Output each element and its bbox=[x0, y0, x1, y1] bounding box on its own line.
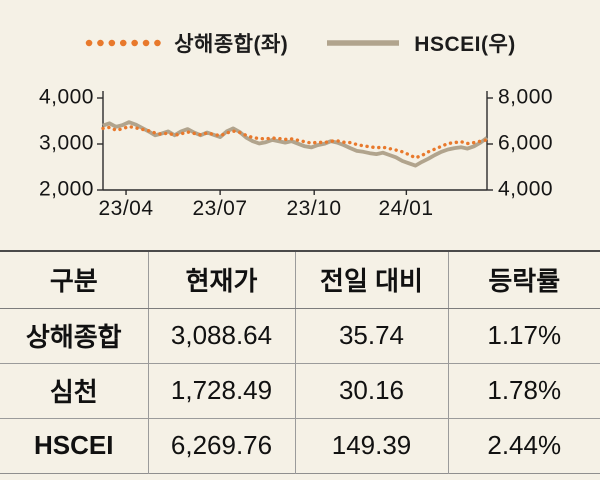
left-axis-tick-label: 4,000 bbox=[38, 85, 94, 109]
hscei-series-line bbox=[102, 120, 489, 168]
table-row: 심천 1,728.49 30.16 1.78% bbox=[0, 362, 600, 418]
row-label: 심천 bbox=[0, 362, 148, 418]
cell-change: 35.74 bbox=[294, 308, 448, 363]
chart-legend: 상해종합(좌) HSCEI(우) bbox=[0, 0, 600, 58]
x-axis-tick-label: 23/04 bbox=[98, 197, 154, 220]
table-row: 상해종합 3,088.64 35.74 1.17% bbox=[0, 308, 600, 363]
row-label: 상해종합 bbox=[25, 322, 122, 352]
price-chart: 4,000 3,000 2,000 8,000 6,000 4,000 23/0… bbox=[0, 84, 600, 224]
header-price: 현재가 bbox=[147, 251, 295, 309]
header-change: 전일 대비 bbox=[294, 251, 448, 309]
cell-price: 6,269.76 bbox=[147, 417, 295, 473]
x-axis-tick-label: 23/07 bbox=[192, 197, 248, 220]
price-table-section: 구분 현재가 전일 대비 등락률 상해종합 3,088.64 35.74 1.1… bbox=[0, 250, 600, 474]
dotted-line-icon bbox=[85, 39, 162, 47]
legend-item-hscei: HSCEI(우) bbox=[324, 28, 516, 58]
table-header-row: 구분 현재가 전일 대비 등락률 bbox=[0, 251, 600, 309]
header-pct: 등락률 bbox=[447, 251, 600, 309]
solid-line-icon bbox=[327, 40, 400, 46]
x-axis-tick-label: 24/01 bbox=[378, 197, 434, 220]
price-table: 구분 현재가 전일 대비 등락률 상해종합 3,088.64 35.74 1.1… bbox=[0, 250, 600, 474]
cell-pct: 1.17% bbox=[447, 308, 600, 363]
right-axis-tick-label: 8,000 bbox=[498, 85, 554, 109]
cell-pct: 2.44% bbox=[447, 417, 600, 473]
right-axis-tick-label: 6,000 bbox=[498, 131, 554, 155]
legend-label-shanghai: 상해종합(좌) bbox=[174, 33, 289, 56]
legend-item-shanghai: 상해종합(좌) bbox=[84, 28, 288, 58]
left-axis-tick-label: 2,000 bbox=[38, 177, 94, 201]
x-axis-tick-label: 23/10 bbox=[286, 197, 342, 220]
left-axis-tick-label: 3,000 bbox=[38, 131, 94, 155]
cell-pct: 1.78% bbox=[447, 362, 600, 418]
table-row: HSCEI 6,269.76 149.39 2.44% bbox=[0, 417, 600, 473]
row-label: HSCEI bbox=[0, 417, 148, 473]
cell-price: 3,088.64 bbox=[147, 308, 295, 363]
legend-label-hscei: HSCEI(우) bbox=[414, 33, 516, 56]
cell-price: 1,728.49 bbox=[147, 362, 295, 418]
header-category: 구분 bbox=[0, 251, 148, 309]
chart-canvas bbox=[97, 91, 493, 195]
cell-change: 30.16 bbox=[294, 362, 448, 418]
cell-change: 149.39 bbox=[294, 417, 448, 473]
right-axis-tick-label: 4,000 bbox=[498, 177, 554, 201]
shanghai-series-line bbox=[101, 124, 489, 160]
